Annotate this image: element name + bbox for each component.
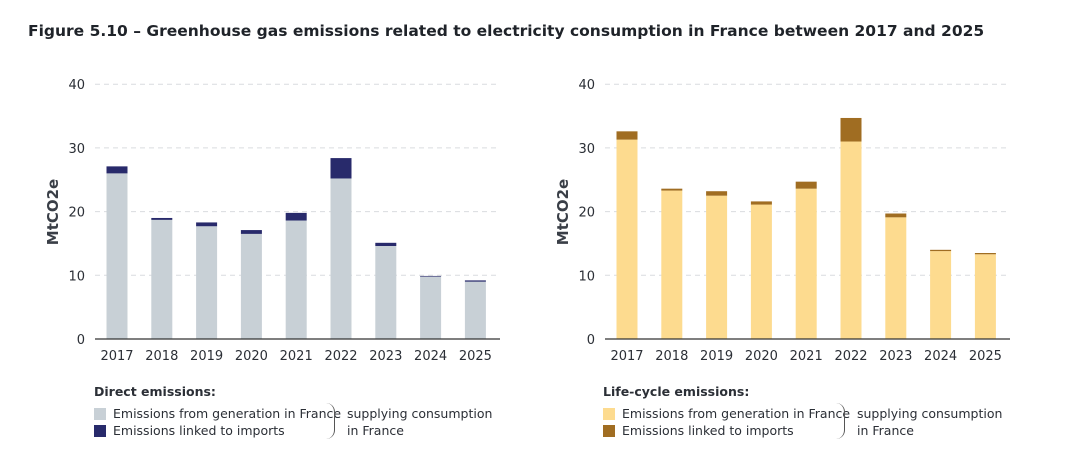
- bar-generation: [464, 281, 486, 339]
- x-tick-label: 2017: [610, 349, 643, 364]
- bar-imports: [661, 188, 683, 191]
- bar-generation: [240, 233, 262, 339]
- x-tick-label: 2025: [969, 349, 1002, 364]
- bar-generation: [106, 173, 128, 339]
- x-tick-label: 2021: [280, 349, 313, 364]
- brace: [836, 403, 845, 439]
- brace: [326, 403, 335, 439]
- legend-label: Emissions from generation in France: [113, 406, 342, 421]
- figure-title: Figure 5.10 – Greenhouse gas emissions r…: [28, 22, 985, 40]
- bar-imports: [885, 213, 907, 218]
- legend-item: Emissions linked to imports: [94, 422, 341, 439]
- bar-generation: [795, 188, 817, 339]
- bar-imports: [840, 117, 862, 142]
- bar-imports: [196, 222, 218, 227]
- bar-generation: [616, 139, 638, 339]
- y-tick-label: 40: [68, 78, 85, 93]
- y-tick-label: 40: [578, 78, 595, 93]
- bar-generation: [285, 220, 307, 339]
- bar-generation: [196, 226, 218, 339]
- x-tick-label: 2022: [324, 349, 357, 364]
- bar-imports: [285, 212, 307, 221]
- bar-imports: [706, 191, 728, 196]
- y-axis-label: MtCO2e: [44, 178, 62, 246]
- x-tick-label: 2024: [924, 349, 957, 364]
- bar-generation: [661, 190, 683, 339]
- bar-generation: [974, 254, 996, 339]
- bar-generation: [330, 178, 352, 339]
- legend-swatch: [603, 407, 615, 420]
- y-tick-label: 0: [587, 333, 595, 348]
- x-tick-label: 2023: [879, 349, 912, 364]
- y-tick-label: 0: [77, 333, 85, 348]
- y-tick-label: 30: [578, 142, 595, 157]
- legend-title: Life-cycle emissions:: [603, 384, 750, 399]
- legend-swatch: [94, 424, 106, 437]
- bar-imports: [330, 158, 352, 179]
- x-tick-label: 2020: [235, 349, 268, 364]
- bar-generation: [375, 245, 397, 339]
- legend-lifecycle: Life-cycle emissions: Emissions from gen…: [603, 384, 850, 439]
- x-tick-label: 2023: [369, 349, 402, 364]
- y-axis-label: MtCO2e: [554, 178, 572, 246]
- bar-imports: [240, 230, 262, 234]
- note-line: supplying consumption: [347, 406, 493, 421]
- y-tick-label: 10: [68, 269, 85, 284]
- x-tick-label: 2018: [655, 349, 688, 364]
- bar-imports: [106, 166, 128, 174]
- legend-direct: Direct emissions: Emissions from generat…: [94, 384, 341, 439]
- y-tick-label: 20: [578, 206, 595, 221]
- x-tick-label: 2017: [100, 349, 133, 364]
- bar-imports: [750, 201, 772, 205]
- bar-generation: [420, 276, 442, 339]
- note-line: supplying consumption: [857, 406, 1003, 421]
- x-tick-label: 2020: [745, 349, 778, 364]
- bar-imports: [420, 275, 442, 277]
- x-tick-label: 2018: [145, 349, 178, 364]
- bar-imports: [375, 242, 397, 246]
- x-tick-label: 2025: [459, 349, 492, 364]
- legend-item: Emissions from generation in France: [603, 405, 850, 422]
- legend-item: Emissions from generation in France: [94, 405, 341, 422]
- bar-generation: [750, 204, 772, 339]
- bar-generation: [151, 219, 173, 339]
- y-tick-label: 30: [68, 142, 85, 157]
- x-tick-label: 2022: [834, 349, 867, 364]
- legend-label: Emissions linked to imports: [622, 423, 794, 438]
- x-tick-label: 2021: [790, 349, 823, 364]
- note-line: in France: [857, 423, 914, 438]
- bar-imports: [795, 181, 817, 189]
- bar-imports: [151, 217, 173, 220]
- legend-label: Emissions from generation in France: [622, 406, 851, 421]
- bar-generation: [840, 141, 862, 339]
- bar-generation: [706, 195, 728, 339]
- legend-note: supplying consumption in France: [347, 405, 492, 439]
- legend-swatch: [603, 424, 615, 437]
- x-tick-label: 2019: [700, 349, 733, 364]
- legend-item: Emissions linked to imports: [603, 422, 850, 439]
- legend-title: Direct emissions:: [94, 384, 216, 399]
- legend-note: supplying consumption in France: [857, 405, 1002, 439]
- bar-imports: [616, 131, 638, 140]
- bar-generation: [930, 251, 952, 339]
- note-line: in France: [347, 423, 404, 438]
- bar-imports: [464, 280, 486, 282]
- y-tick-label: 10: [578, 269, 595, 284]
- x-tick-label: 2024: [414, 349, 447, 364]
- bar-imports: [930, 249, 952, 252]
- bar-imports: [974, 253, 996, 255]
- legend-swatch: [94, 407, 106, 420]
- x-tick-label: 2019: [190, 349, 223, 364]
- bar-generation: [885, 217, 907, 339]
- y-tick-label: 20: [68, 206, 85, 221]
- legend-label: Emissions linked to imports: [113, 423, 285, 438]
